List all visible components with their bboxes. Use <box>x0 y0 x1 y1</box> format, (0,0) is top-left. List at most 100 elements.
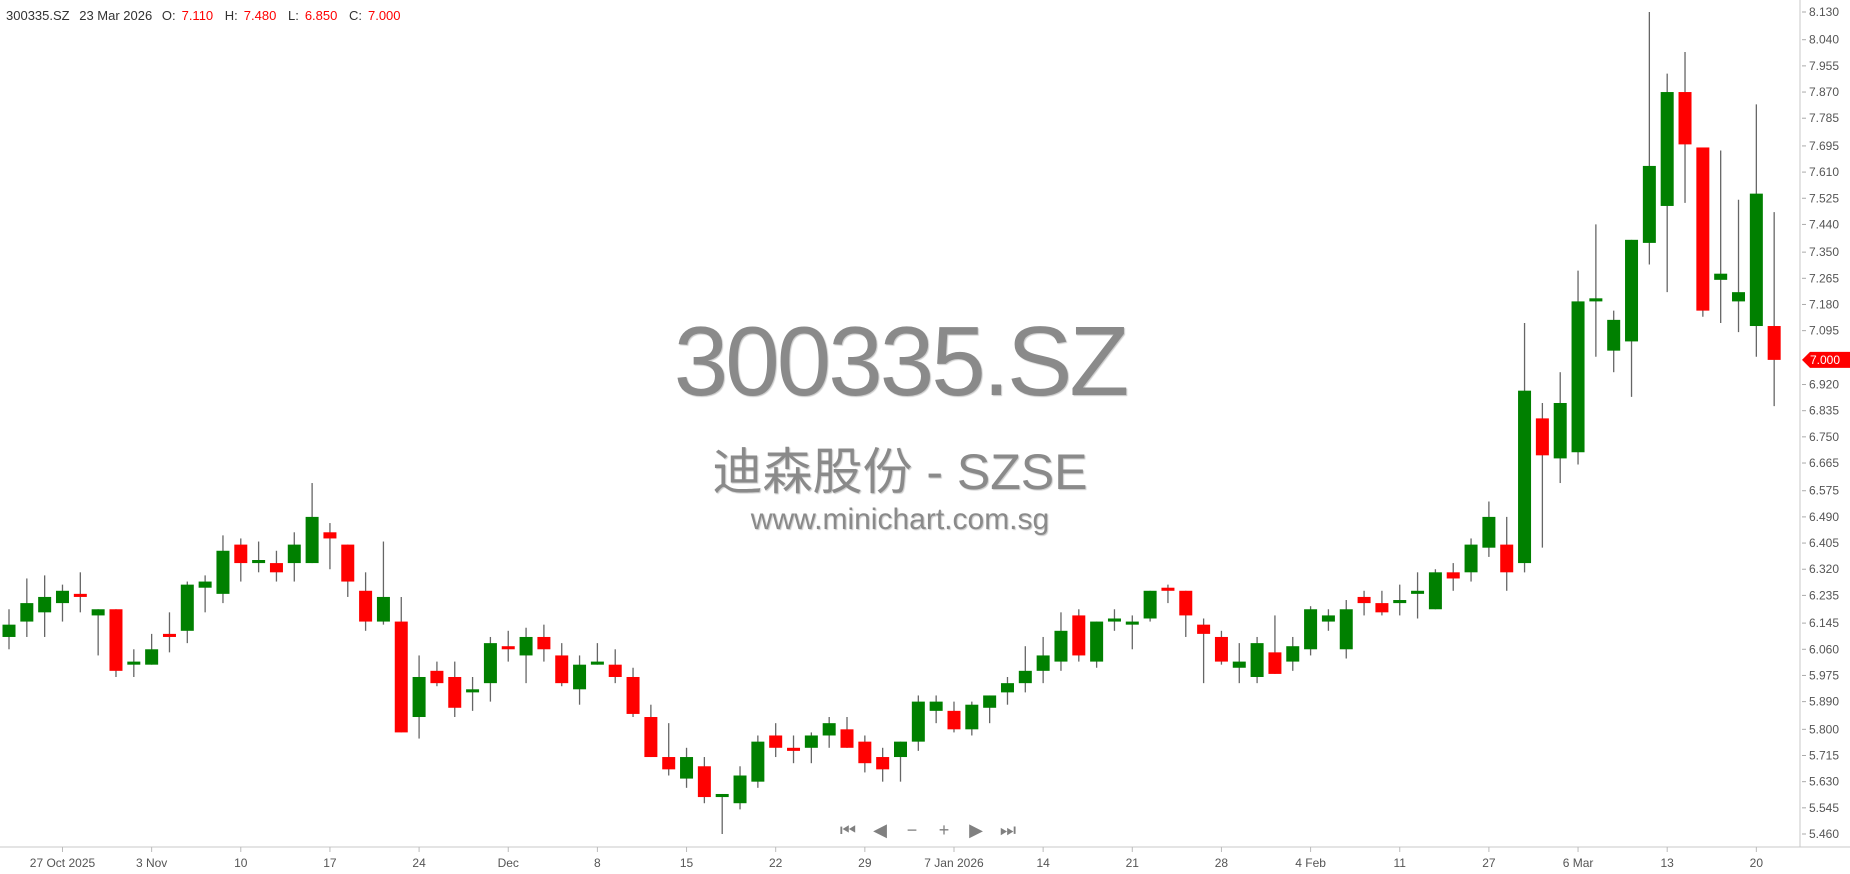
candle[interactable] <box>1036 636 1050 684</box>
candle[interactable] <box>1107 609 1121 631</box>
candle[interactable] <box>501 630 515 662</box>
candle[interactable] <box>1357 590 1371 616</box>
zoom-in-icon[interactable]: + <box>938 820 950 840</box>
candle[interactable] <box>412 655 426 739</box>
candle[interactable] <box>1696 147 1710 317</box>
candle[interactable] <box>216 535 230 604</box>
candle[interactable] <box>1518 322 1532 573</box>
candle[interactable] <box>1286 636 1300 671</box>
candle[interactable] <box>929 695 943 724</box>
candle[interactable] <box>1749 104 1763 357</box>
candle[interactable] <box>359 572 373 631</box>
candle[interactable] <box>1732 199 1746 333</box>
candle[interactable] <box>269 550 283 582</box>
candle[interactable] <box>323 523 337 570</box>
candle[interactable] <box>1000 676 1014 705</box>
candle[interactable] <box>1464 538 1478 582</box>
candle[interactable] <box>680 747 694 788</box>
candle[interactable] <box>733 766 747 810</box>
candle[interactable] <box>911 695 925 751</box>
candle[interactable] <box>965 701 979 736</box>
candle[interactable] <box>466 676 480 711</box>
candle[interactable] <box>483 636 497 702</box>
candle[interactable] <box>252 541 266 573</box>
last-icon[interactable]: ⏭ <box>999 820 1017 840</box>
candle[interactable] <box>109 609 123 677</box>
candle[interactable] <box>1553 372 1567 484</box>
candle[interactable] <box>1268 615 1282 674</box>
candle[interactable] <box>198 575 212 613</box>
candle[interactable] <box>376 541 390 625</box>
candle[interactable] <box>840 717 854 748</box>
candle[interactable] <box>394 596 408 733</box>
candle[interactable] <box>983 695 997 724</box>
candle[interactable] <box>769 723 783 758</box>
candle[interactable] <box>1125 615 1139 650</box>
candle[interactable] <box>1321 609 1335 631</box>
candle[interactable] <box>555 643 569 687</box>
candle[interactable] <box>1482 501 1496 557</box>
candle[interactable] <box>2 609 16 650</box>
candle[interactable] <box>1428 569 1442 610</box>
candle[interactable] <box>1090 621 1104 668</box>
candle[interactable] <box>519 627 533 684</box>
candle[interactable] <box>180 581 194 644</box>
candle[interactable] <box>894 741 907 782</box>
candle[interactable] <box>822 717 836 748</box>
candle[interactable] <box>1375 590 1389 616</box>
candle[interactable] <box>1446 563 1460 591</box>
candle[interactable] <box>1393 584 1407 616</box>
candle[interactable] <box>697 757 711 804</box>
candle[interactable] <box>1304 606 1318 656</box>
candle[interactable] <box>1500 516 1514 591</box>
candle[interactable] <box>573 655 587 705</box>
candle[interactable] <box>1179 590 1193 637</box>
candle[interactable] <box>1232 643 1246 684</box>
candle[interactable] <box>1607 310 1621 373</box>
candle[interactable] <box>787 735 801 764</box>
candle[interactable] <box>590 643 604 665</box>
candle[interactable] <box>1571 270 1585 465</box>
candle[interactable] <box>947 701 961 733</box>
candle[interactable] <box>448 661 462 718</box>
candle[interactable] <box>1535 402 1549 548</box>
candle[interactable] <box>876 747 890 782</box>
candle[interactable] <box>287 532 301 582</box>
candle[interactable] <box>1642 12 1656 265</box>
candle[interactable] <box>1339 600 1353 659</box>
candle[interactable] <box>804 732 818 764</box>
candle[interactable] <box>1589 224 1603 357</box>
forward-icon[interactable]: ▶ <box>969 820 983 840</box>
candle[interactable] <box>1143 590 1157 622</box>
candle[interactable] <box>537 624 551 662</box>
candle[interactable] <box>751 735 765 788</box>
candle[interactable] <box>626 667 640 718</box>
candle[interactable] <box>608 649 622 684</box>
candle[interactable] <box>1018 646 1032 693</box>
candle[interactable] <box>1714 150 1728 323</box>
candle[interactable] <box>1214 630 1228 665</box>
candle[interactable] <box>644 704 658 758</box>
candle[interactable] <box>341 544 355 597</box>
back-icon[interactable]: ◀ <box>873 820 887 840</box>
candle[interactable] <box>1660 73 1674 293</box>
candle[interactable] <box>145 633 159 665</box>
candle[interactable] <box>1072 609 1086 662</box>
candle[interactable] <box>38 575 52 637</box>
candle[interactable] <box>1197 618 1211 684</box>
candle[interactable] <box>1161 584 1175 604</box>
candle[interactable] <box>662 723 676 776</box>
candle[interactable] <box>234 538 248 582</box>
candle[interactable] <box>1678 52 1692 203</box>
candle[interactable] <box>1767 212 1781 407</box>
candle[interactable] <box>1625 239 1639 397</box>
zoom-out-icon[interactable]: − <box>906 820 918 840</box>
candle[interactable] <box>162 612 176 653</box>
candle[interactable] <box>91 609 105 656</box>
first-icon[interactable]: ⏮ <box>839 820 857 840</box>
candle[interactable] <box>858 735 872 773</box>
candle[interactable] <box>1250 636 1264 684</box>
candle[interactable] <box>55 584 69 622</box>
candle[interactable] <box>1411 572 1425 619</box>
